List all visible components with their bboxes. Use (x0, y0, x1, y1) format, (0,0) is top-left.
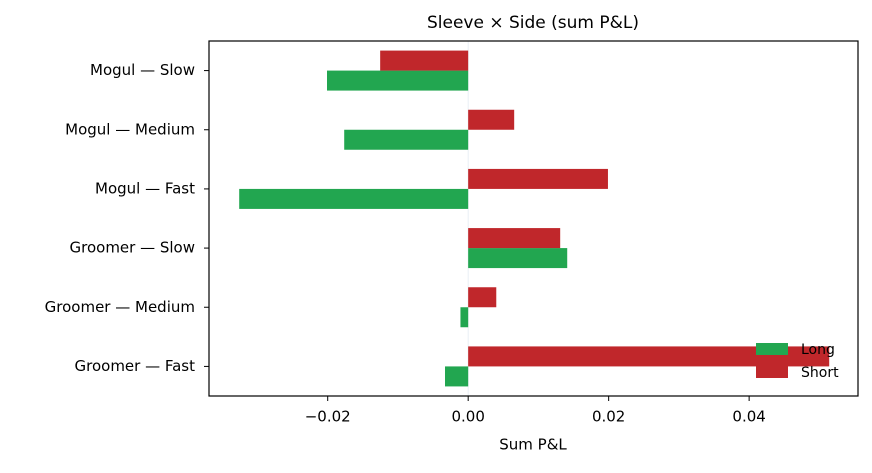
y-tick-label: Mogul — Medium (65, 120, 195, 138)
legend-label: Long (801, 342, 835, 358)
bar (327, 70, 469, 91)
legend-label: Short (801, 365, 839, 381)
bar (468, 287, 497, 308)
bar (460, 307, 469, 328)
bar (468, 228, 561, 249)
chart-title: Sleeve × Side (sum P&L) (427, 13, 639, 33)
y-tick-label: Groomer — Medium (45, 298, 195, 316)
bar (468, 168, 608, 189)
x-tick-label: 0.04 (732, 408, 765, 426)
y-tick-label: Groomer — Fast (75, 357, 196, 375)
bar (344, 129, 469, 150)
y-tick-label: Mogul — Slow (90, 61, 195, 79)
x-tick-label: 0.02 (592, 408, 625, 426)
x-tick-label: 0.00 (451, 408, 484, 426)
x-tick-label: −0.02 (305, 408, 351, 426)
bar (380, 50, 469, 71)
legend-swatch (756, 366, 788, 378)
bar (468, 346, 830, 367)
legend-swatch (756, 343, 788, 355)
plot-frame (208, 40, 859, 397)
bar (445, 366, 469, 387)
bar (239, 188, 469, 209)
bar (468, 109, 515, 130)
y-tick-label: Mogul — Fast (95, 179, 195, 197)
bar (468, 248, 568, 269)
x-axis-label: Sum P&L (499, 436, 567, 454)
y-tick-label: Groomer — Slow (70, 239, 196, 257)
